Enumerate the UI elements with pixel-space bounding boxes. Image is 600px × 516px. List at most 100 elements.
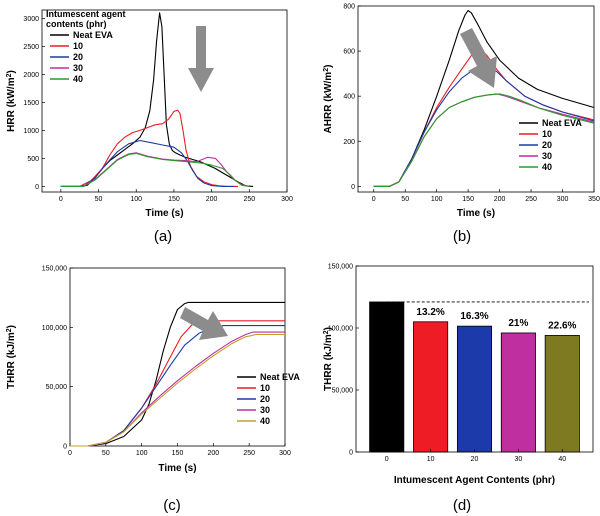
x-tick-label: 40 bbox=[558, 456, 566, 463]
series-line-20 bbox=[60, 139, 235, 187]
legend-label: 20 bbox=[73, 52, 83, 62]
x-tick-label: 150 bbox=[168, 196, 180, 203]
series-line-40 bbox=[373, 93, 595, 187]
series-line-30 bbox=[373, 93, 595, 187]
trend-arrow bbox=[180, 307, 228, 340]
plot-frame bbox=[357, 5, 595, 193]
x-tick-label: 50 bbox=[95, 196, 103, 203]
legend-label: 10 bbox=[542, 129, 552, 139]
x-tick-label: 100 bbox=[130, 196, 142, 203]
panel-a: 0 50 100 150 200 250 3000500100015002000250030… bbox=[6, 9, 293, 245]
y-tick-label: 200 bbox=[343, 139, 355, 146]
y-tick-label: 400 bbox=[343, 94, 355, 101]
y-tick-label: 150,000 bbox=[328, 264, 353, 271]
x-tick-label: 250 bbox=[243, 196, 255, 203]
series-line-neat-eva bbox=[60, 12, 254, 187]
y-tick-label: 50,000 bbox=[332, 388, 354, 395]
y-axis-title-superscript: 2 bbox=[323, 330, 330, 334]
y-tick-label: 800 bbox=[343, 4, 355, 11]
y-tick-label: 3000 bbox=[23, 16, 39, 23]
series-line-neat-eva bbox=[70, 301, 285, 447]
x-tick-label: 150 bbox=[172, 450, 184, 457]
y-axis-title-end: ) bbox=[323, 65, 334, 68]
bar-value-label: 13.2% bbox=[416, 307, 444, 318]
y-axis-title: THRR (kJ/m2) bbox=[323, 327, 335, 391]
legend-label: Neat EVA bbox=[542, 118, 582, 128]
x-tick-label: 250 bbox=[243, 450, 255, 457]
x-tick-label: 50 bbox=[401, 196, 409, 203]
legend-label: 40 bbox=[260, 416, 270, 426]
y-axis-title: AHRR (kW/m2) bbox=[323, 65, 335, 134]
panel-caption: (b) bbox=[453, 228, 471, 245]
y-tick-label: 1500 bbox=[23, 100, 39, 107]
y-axis-title-main: THRR (kJ/m bbox=[323, 334, 334, 391]
y-tick-label: 500 bbox=[27, 156, 39, 163]
x-tick-label: 300 bbox=[279, 450, 291, 457]
y-axis-title-main: HRR (kW/m bbox=[6, 77, 17, 132]
y-tick-label: 100,000 bbox=[42, 325, 67, 332]
y-tick-label: 600 bbox=[343, 49, 355, 56]
x-tick-label: 0 bbox=[385, 456, 389, 463]
legend-label: 20 bbox=[260, 394, 270, 404]
x-tick-label: 20 bbox=[471, 456, 479, 463]
panel-caption: (c) bbox=[163, 497, 181, 514]
x-tick-label: 0 bbox=[372, 196, 376, 203]
panel-c: 0 50 100 150 200 250 300 0 50,000 100,000 150,000 N… bbox=[6, 266, 301, 515]
x-tick-label: 50 bbox=[102, 450, 110, 457]
y-axis-title-end: ) bbox=[6, 70, 17, 73]
legend-label: 30 bbox=[260, 405, 270, 415]
x-tick-label: 0 bbox=[59, 196, 63, 203]
y-axis-title: THRR (kJ/m2) bbox=[6, 325, 18, 389]
y-tick-label: 100,000 bbox=[328, 326, 353, 333]
bar-30 bbox=[500, 332, 536, 453]
x-axis-title: Time (s) bbox=[457, 208, 495, 219]
bar-10 bbox=[413, 321, 449, 453]
series-line-40 bbox=[70, 333, 285, 447]
x-tick-label: 100 bbox=[431, 196, 443, 203]
legend-label: 40 bbox=[73, 74, 83, 84]
panel-caption: (d) bbox=[453, 497, 471, 514]
x-tick-label: 150 bbox=[462, 196, 474, 203]
series-line-10 bbox=[60, 109, 238, 187]
bar-40 bbox=[544, 335, 580, 453]
legend-label: Neat EVA bbox=[73, 30, 113, 40]
x-tick-label: 30 bbox=[514, 456, 522, 463]
y-axis-title-main: AHRR (kW/m bbox=[323, 72, 334, 134]
legend-label: Neat EVA bbox=[260, 372, 300, 382]
series-line-30 bbox=[70, 331, 285, 447]
x-tick-label: 0 bbox=[68, 450, 72, 457]
y-tick-label: 2000 bbox=[23, 72, 39, 79]
plot-frame bbox=[69, 267, 286, 447]
y-axis-title-main: THRR (kJ/m bbox=[6, 332, 17, 389]
legend-label: 40 bbox=[542, 162, 552, 172]
y-tick-label: 150,000 bbox=[42, 266, 67, 273]
trend-arrow bbox=[188, 26, 214, 92]
x-tick-label: 300 bbox=[557, 196, 569, 203]
bar-value-label: 16.3% bbox=[460, 311, 488, 322]
legend-label: 20 bbox=[542, 140, 552, 150]
panel-caption: (a) bbox=[154, 228, 172, 245]
x-tick-label: 200 bbox=[494, 196, 506, 203]
legend-title: Intumescent agent bbox=[46, 9, 126, 19]
plot-frame bbox=[41, 9, 288, 193]
bar-value-label: 22.6% bbox=[548, 320, 576, 331]
legend-label: 30 bbox=[73, 63, 83, 73]
bar-value-label: 21% bbox=[508, 318, 528, 329]
x-axis-title: Intumescent Agent Contents (phr) bbox=[394, 475, 555, 486]
y-axis-title-end: ) bbox=[323, 327, 334, 330]
x-tick-label: 200 bbox=[206, 196, 218, 203]
x-tick-label: 100 bbox=[136, 450, 148, 457]
y-tick-label: 0 bbox=[351, 184, 355, 191]
y-axis-title-superscript: 2 bbox=[323, 68, 330, 72]
y-axis-title-end: ) bbox=[6, 325, 17, 328]
y-axis-title: HRR (kW/m2) bbox=[6, 70, 18, 132]
x-axis-title: Time (s) bbox=[145, 208, 183, 219]
legend-label: 10 bbox=[260, 383, 270, 393]
y-tick-label: 0 bbox=[63, 444, 67, 451]
series-line-40 bbox=[60, 152, 250, 187]
bar-0 bbox=[369, 301, 405, 453]
y-tick-label: 50,000 bbox=[46, 384, 68, 391]
legend-label: 30 bbox=[542, 151, 552, 161]
y-tick-label: 1000 bbox=[23, 128, 39, 135]
